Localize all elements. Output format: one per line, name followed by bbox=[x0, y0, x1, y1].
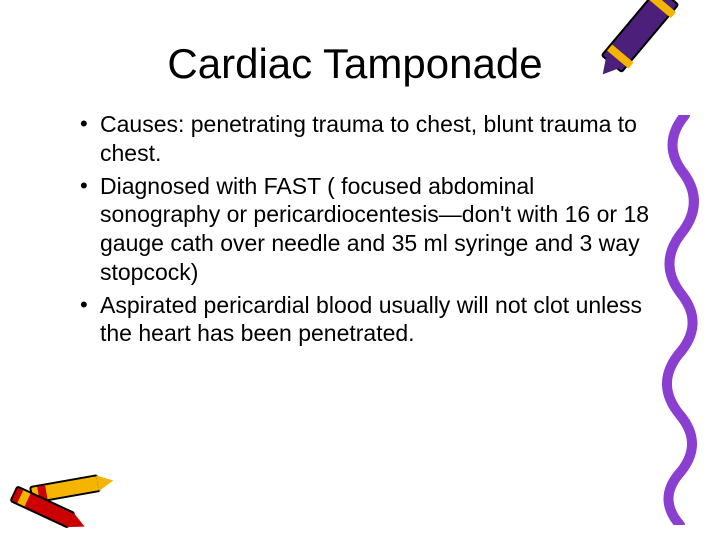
slide: Cardiac Tamponade Causes: penetrating tr… bbox=[0, 0, 720, 540]
squiggle-icon bbox=[650, 115, 710, 525]
bullet-item: Causes: penetrating trauma to chest, blu… bbox=[80, 110, 650, 168]
slide-title: Cardiac Tamponade bbox=[60, 40, 650, 88]
crayons-corner-icon bbox=[10, 450, 130, 530]
bullet-list: Causes: penetrating trauma to chest, blu… bbox=[60, 110, 650, 348]
crayon-purple-icon bbox=[555, 0, 720, 115]
bullet-item: Aspirated pericardial blood usually will… bbox=[80, 291, 650, 349]
bullet-item: Diagnosed with FAST ( focused abdominal … bbox=[80, 172, 650, 287]
